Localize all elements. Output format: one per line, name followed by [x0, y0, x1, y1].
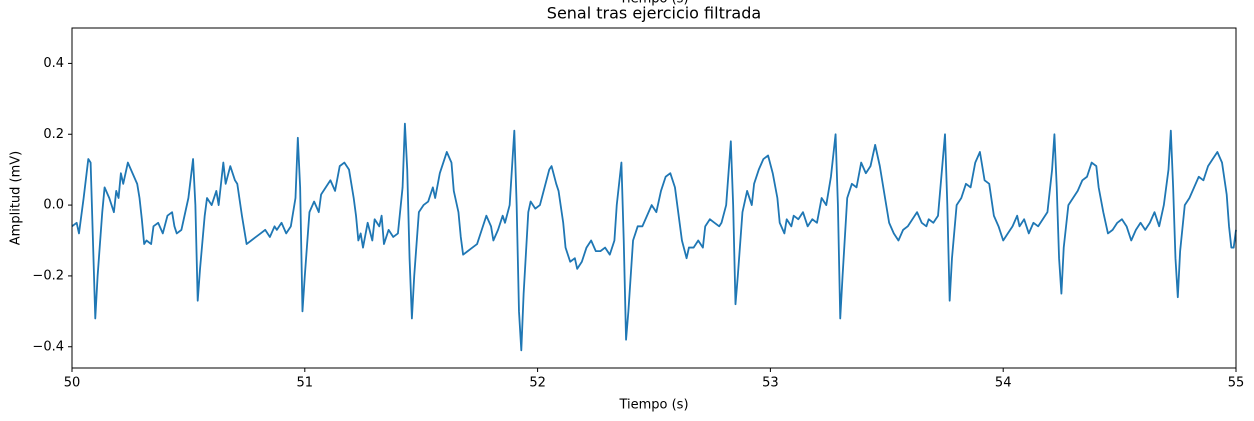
x-tick-label: 52 [529, 376, 546, 391]
y-tick-label: 0.4 [43, 56, 64, 71]
plot-frame [71, 27, 1237, 369]
y-tick-label: 0.2 [43, 127, 64, 142]
x-tick-label: 50 [64, 376, 81, 391]
x-axis-label: Tiempo (s) [618, 398, 688, 413]
x-tick-label: 53 [762, 376, 779, 391]
x-tick-label: 54 [995, 376, 1012, 391]
y-tick-label: −0.4 [32, 339, 64, 354]
y-tick-label: −0.2 [32, 268, 64, 283]
chart-title: Senal tras ejercicio filtrada [547, 4, 761, 23]
x-tick-label: 51 [297, 376, 314, 391]
clipped-label: Tiempo (s) [618, 0, 688, 7]
x-tick-label: 55 [1228, 376, 1245, 391]
y-tick-label: 0.0 [43, 198, 64, 213]
signal-line [71, 122, 1237, 352]
y-axis-label: Amplitud (mV) [9, 151, 24, 245]
